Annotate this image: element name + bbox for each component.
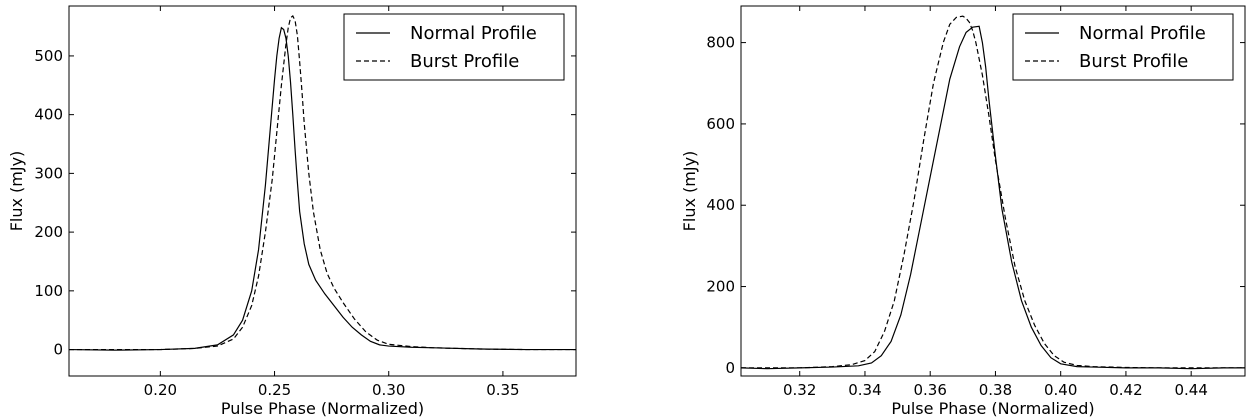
chart2-plot-frame bbox=[740, 5, 1246, 377]
chart1-legend-box bbox=[343, 13, 565, 81]
chart2-xtick-label: 0.32 bbox=[783, 381, 816, 399]
chart1-ytick-label: 0 bbox=[53, 341, 63, 359]
chart2-ytick-label: 800 bbox=[706, 34, 735, 52]
chart2-ytick-label: 0 bbox=[725, 359, 735, 377]
chart2-xtick-label: 0.44 bbox=[1174, 381, 1207, 399]
chart1-ytick-label: 500 bbox=[34, 47, 63, 65]
chart1-legend-label-burst: Burst Profile bbox=[410, 51, 519, 72]
chart2-ytick-label: 400 bbox=[706, 196, 735, 214]
chart2-xtick-label: 0.38 bbox=[979, 381, 1012, 399]
chart2-xtick-label: 0.34 bbox=[848, 381, 881, 399]
chart1-series-normal-line bbox=[69, 26, 576, 351]
chart2-xtick-label: 0.42 bbox=[1109, 381, 1142, 399]
chart1-series-burst-line bbox=[69, 15, 576, 351]
chart1-ytick-label: 400 bbox=[34, 106, 63, 124]
chart1-xtick-label: 0.25 bbox=[258, 381, 291, 399]
chart1: 0.20 0.25 0.30 0.35 0 100 200 300 400 500 Pulse Ph… bbox=[7, 5, 577, 418]
chart1-y-axis-label: Flux (mJy) bbox=[7, 151, 26, 232]
chart2-legend-label-burst: Burst Profile bbox=[1079, 51, 1188, 72]
chart1-xtick-label: 0.35 bbox=[486, 381, 519, 399]
chart2-ytick-label: 200 bbox=[706, 278, 735, 296]
chart1-xtick-label: 0.20 bbox=[144, 381, 177, 399]
chart2: 0.32 0.34 0.36 0.38 0.40 0.42 0.44 0 200 400 600 80… bbox=[680, 5, 1246, 418]
chart1-legend-label-normal: Normal Profile bbox=[410, 23, 537, 44]
chart2-legend-label-normal: Normal Profile bbox=[1079, 23, 1206, 44]
chart2-series-normal-line bbox=[741, 25, 1245, 370]
chart1-ytick-label: 300 bbox=[34, 164, 63, 182]
chart2-legend: Normal Profile Burst Profile bbox=[1012, 13, 1234, 81]
chart2-xtick-label: 0.36 bbox=[914, 381, 947, 399]
chart2-y-axis-label: Flux (mJy) bbox=[680, 151, 699, 232]
chart1-ytick-label: 200 bbox=[34, 223, 63, 241]
chart1-plot-frame bbox=[68, 5, 577, 377]
chart1-x-axis-label: Pulse Phase (Normalized) bbox=[221, 399, 424, 418]
chart1-xtick-label: 0.30 bbox=[372, 381, 405, 399]
chart1-ytick-label: 100 bbox=[34, 282, 63, 300]
chart2-x-axis-label: Pulse Phase (Normalized) bbox=[891, 399, 1094, 418]
chart2-xtick-label: 0.40 bbox=[1044, 381, 1077, 399]
chart2-series-burst-line bbox=[741, 15, 1245, 369]
chart2-legend-box bbox=[1012, 13, 1234, 81]
chart2-ytick-label: 600 bbox=[706, 115, 735, 133]
chart1-legend: Normal Profile Burst Profile bbox=[343, 13, 565, 81]
